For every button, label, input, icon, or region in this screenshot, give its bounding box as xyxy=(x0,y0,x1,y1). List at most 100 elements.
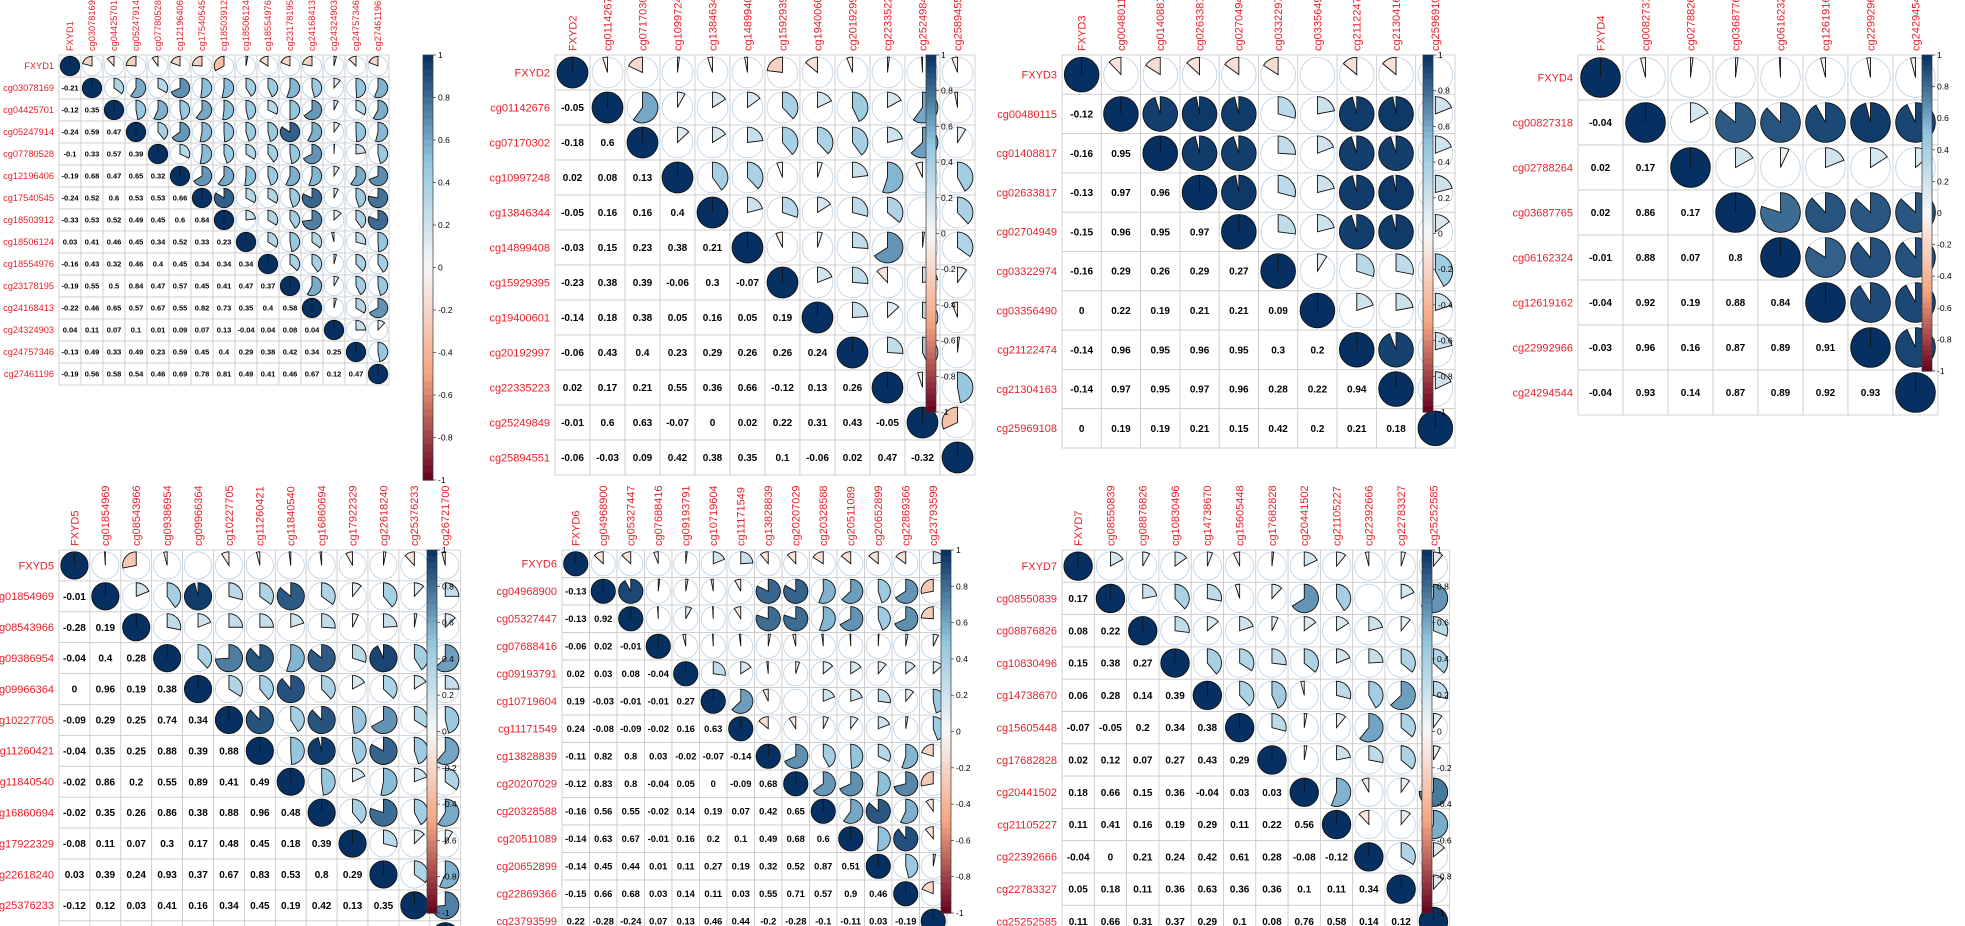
corr-value: 0.11 xyxy=(1327,885,1346,896)
pie-mark xyxy=(1820,57,1826,78)
colorbar-segment xyxy=(1922,155,1932,161)
corr-value: 0.07 xyxy=(1133,755,1153,766)
colorbar-segment xyxy=(926,221,936,229)
corr-value: 0.02 xyxy=(567,669,585,679)
colorbar-segment xyxy=(1423,197,1433,205)
row-label: cg11260421 xyxy=(0,746,54,758)
pie-mark xyxy=(873,231,904,264)
corr-value: 0.05 xyxy=(738,313,758,324)
colorbar-segment xyxy=(1422,695,1432,702)
grid-cell xyxy=(764,369,801,406)
colorbar-segment xyxy=(423,402,433,410)
column-label: cg20652899 xyxy=(873,485,885,546)
corr-value: -0.28 xyxy=(63,623,86,634)
row-label: cg09386954 xyxy=(0,653,54,665)
colorbar-segment xyxy=(423,274,433,283)
colorbar-segment xyxy=(941,598,951,606)
pie-mark xyxy=(199,143,213,165)
pie-mark xyxy=(289,209,301,229)
colorbar-segment xyxy=(1422,773,1432,781)
pie-mark xyxy=(782,91,799,120)
pie-mark xyxy=(677,126,690,144)
grid-cell xyxy=(1577,144,1624,191)
grid-cell xyxy=(1667,279,1714,326)
corr-value: 0.34 xyxy=(239,260,254,269)
pie-outline xyxy=(1299,56,1336,93)
colorbar-tick-label: 0.8 xyxy=(1437,581,1449,591)
pie-mark xyxy=(311,231,323,249)
corr-value: 0.56 xyxy=(85,370,100,379)
row-label: cg11171549 xyxy=(498,724,557,736)
corr-value: 0.08 xyxy=(1068,626,1088,637)
row-label: cg10719604 xyxy=(496,696,557,708)
corr-value: 0.39 xyxy=(129,150,144,159)
corr-value: 0.24 xyxy=(567,724,586,734)
colorbar-segment xyxy=(423,345,433,354)
colorbar-tick-label: 0 xyxy=(1438,229,1443,239)
corr-value: 0.53 xyxy=(85,216,100,225)
column-label: cg15929395 xyxy=(777,0,789,51)
colorbar-segment xyxy=(926,287,936,294)
corr-value: -0.12 xyxy=(61,106,78,115)
pie-mark xyxy=(259,55,269,67)
corr-panel-1: FXYD1 cg03078169 cg04425701 cg05247914 cg077… xyxy=(3,0,453,485)
corr-value: 0.02 xyxy=(843,453,863,464)
corr-value: 0.31 xyxy=(1133,917,1153,926)
grid-cell xyxy=(151,735,183,767)
pie-mark xyxy=(301,55,313,67)
colorbar-segment xyxy=(423,239,433,247)
colorbar-segment xyxy=(1922,139,1932,146)
pie-mark xyxy=(355,231,367,245)
grid-cell xyxy=(729,264,766,301)
corr-value: 0.42 xyxy=(312,901,332,912)
colorbar-segment xyxy=(1423,215,1433,223)
pie-mark xyxy=(276,675,305,704)
colorbar-tick-label: -0.2 xyxy=(941,264,956,274)
pie-mark xyxy=(267,165,279,186)
corr-value: -0.14 xyxy=(565,862,587,872)
pie-mark xyxy=(333,187,339,199)
pie-mark xyxy=(306,275,323,297)
colorbar-segment xyxy=(941,658,951,666)
corr-value: -0.14 xyxy=(730,752,752,762)
corr-value: 0.26 xyxy=(127,808,147,819)
corr-value: 0.6 xyxy=(601,418,615,429)
colorbar-segment xyxy=(1922,218,1932,225)
corr-value: -0.13 xyxy=(565,587,586,597)
colorbar-segment xyxy=(1922,55,1932,61)
corr-value: 0.46 xyxy=(704,917,722,926)
colorbar-segment xyxy=(1922,202,1932,209)
corr-value: 0.96 xyxy=(1151,188,1171,199)
corr-value: 0.03 xyxy=(594,669,612,679)
grid-cell xyxy=(1802,324,1849,371)
column-label: cg00480115 xyxy=(1116,0,1128,51)
colorbar-segment xyxy=(427,876,437,884)
colorbar-segment xyxy=(941,707,951,714)
pie-mark xyxy=(1277,135,1296,155)
pie-mark xyxy=(170,55,181,67)
colorbar-segment xyxy=(1922,276,1932,283)
grid-cell xyxy=(89,704,122,736)
colorbar-segment xyxy=(1422,725,1432,733)
column-label: cg10719604 xyxy=(708,485,720,546)
corr-value: 0.2 xyxy=(1310,345,1324,356)
pie-mark xyxy=(1186,56,1200,76)
colorbar-segment xyxy=(427,810,437,817)
corr-value: 0.97 xyxy=(1190,227,1210,238)
colorbar-tick-label: 0.8 xyxy=(1937,82,1949,92)
colorbar-segment xyxy=(1423,370,1433,377)
corr-value: -0.02 xyxy=(63,808,86,819)
colorbar-segment xyxy=(1422,882,1432,890)
row-label: FXYD4 xyxy=(1538,72,1573,84)
colorbar-tick-label: 1 xyxy=(941,50,946,60)
colorbar-segment xyxy=(941,876,951,884)
column-label: cg13828839 xyxy=(763,485,775,546)
corr-value: 0.18 xyxy=(1101,885,1121,896)
pie-mark xyxy=(957,161,974,192)
row-label: cg23793599 xyxy=(496,916,557,926)
colorbar-segment xyxy=(1423,346,1433,354)
pie-mark xyxy=(1382,56,1397,76)
colorbar-segment xyxy=(427,598,437,606)
pie-mark xyxy=(375,121,389,143)
colorbar-segment xyxy=(926,239,936,246)
